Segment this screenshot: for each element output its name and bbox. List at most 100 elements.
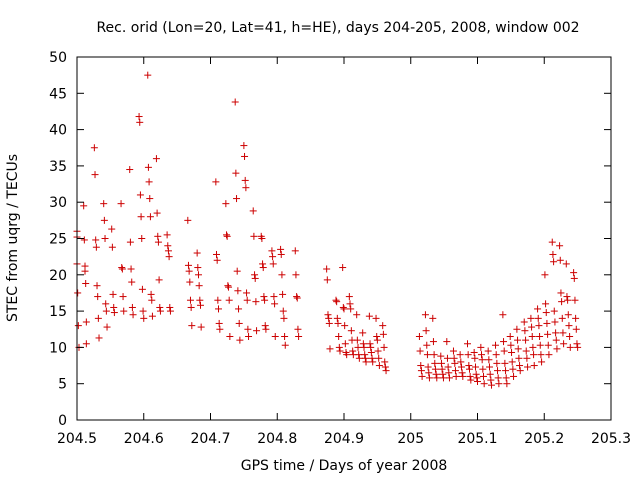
data-point <box>120 307 128 315</box>
data-point <box>156 303 164 311</box>
data-point <box>100 200 108 208</box>
data-point <box>146 195 154 203</box>
data-point <box>222 200 230 208</box>
data-point <box>565 322 573 330</box>
data-point <box>509 365 517 373</box>
data-point <box>196 296 204 304</box>
data-points-group <box>73 71 582 389</box>
data-point <box>281 341 289 349</box>
data-point <box>544 341 552 349</box>
data-point <box>570 274 578 282</box>
data-point <box>341 322 349 330</box>
data-point <box>292 271 300 279</box>
data-point <box>93 282 101 290</box>
data-point <box>119 293 127 301</box>
data-point <box>346 300 354 308</box>
data-point <box>144 71 152 79</box>
data-point <box>537 351 545 359</box>
data-point <box>416 347 424 355</box>
data-point <box>514 336 522 344</box>
y-axis-ticks: 0 5 10 15 20 25 30 35 40 45 50 <box>49 50 611 429</box>
data-point <box>365 312 373 320</box>
data-point <box>334 319 342 327</box>
data-point <box>545 351 553 359</box>
data-point <box>524 363 532 371</box>
data-point <box>294 325 302 333</box>
data-point <box>487 376 495 384</box>
data-point <box>260 293 268 301</box>
data-point <box>166 303 174 311</box>
data-point <box>480 372 488 380</box>
data-point <box>278 271 286 279</box>
data-point <box>280 314 288 322</box>
data-point <box>212 178 220 186</box>
data-point <box>223 231 231 239</box>
data-point <box>241 176 249 184</box>
data-point <box>557 289 565 297</box>
data-point <box>415 333 423 341</box>
data-point <box>193 249 201 257</box>
data-point <box>279 290 287 298</box>
data-point <box>528 333 536 341</box>
data-point <box>560 340 568 348</box>
data-point <box>457 358 465 366</box>
data-point <box>259 264 267 272</box>
data-point <box>563 293 571 301</box>
data-point <box>480 380 488 388</box>
data-point <box>536 341 544 349</box>
data-point <box>542 309 550 317</box>
data-point <box>478 356 486 364</box>
data-point <box>466 372 474 380</box>
data-point <box>269 253 277 261</box>
data-point <box>325 314 333 322</box>
data-point <box>349 347 357 355</box>
data-point <box>552 336 560 344</box>
data-point <box>126 166 134 174</box>
data-point <box>551 318 559 326</box>
data-point <box>243 296 251 304</box>
data-point <box>110 303 118 311</box>
data-point <box>423 341 431 349</box>
data-point <box>367 343 375 351</box>
data-point <box>127 265 135 273</box>
data-point <box>184 261 192 269</box>
data-point <box>268 247 276 255</box>
data-point <box>148 312 156 320</box>
data-point <box>572 325 580 333</box>
data-point <box>213 250 221 258</box>
data-point <box>445 374 453 382</box>
data-point <box>293 294 301 302</box>
data-point <box>154 232 162 240</box>
data-point <box>508 358 516 366</box>
data-point <box>423 351 431 359</box>
data-point <box>530 362 538 370</box>
x-tick-label: 205.2 <box>524 431 564 447</box>
data-point <box>571 296 579 304</box>
data-point <box>573 340 581 348</box>
data-point <box>515 354 523 362</box>
data-point <box>90 144 98 152</box>
data-point <box>508 348 516 356</box>
data-point <box>81 267 89 275</box>
chart-title: Rec. orid (Lon=20, Lat=41, h=HE), days 2… <box>96 20 579 36</box>
data-point <box>197 323 205 331</box>
data-point <box>353 311 361 319</box>
data-point <box>324 311 332 319</box>
data-point <box>422 327 430 335</box>
data-point <box>471 354 479 362</box>
data-point <box>477 343 485 351</box>
data-point <box>109 290 117 298</box>
data-point <box>522 347 530 355</box>
data-point <box>235 319 243 327</box>
data-point <box>433 374 441 382</box>
y-tick-label: 15 <box>49 304 67 320</box>
data-point <box>243 289 251 297</box>
data-point <box>570 269 578 277</box>
data-point <box>553 345 561 353</box>
data-point <box>144 163 152 171</box>
data-point <box>464 351 472 359</box>
data-point <box>522 336 530 344</box>
y-tick-label: 20 <box>49 268 67 284</box>
